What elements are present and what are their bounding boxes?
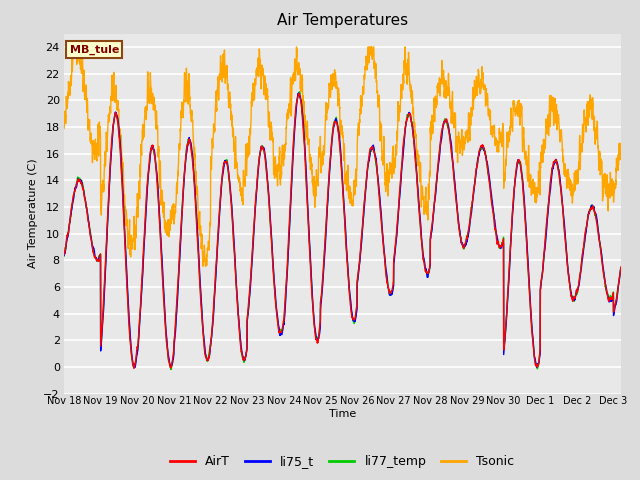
Text: MB_tule: MB_tule xyxy=(70,44,119,55)
Legend: AirT, li75_t, li77_temp, Tsonic: AirT, li75_t, li77_temp, Tsonic xyxy=(165,450,520,473)
X-axis label: Time: Time xyxy=(329,409,356,419)
Title: Air Temperatures: Air Temperatures xyxy=(277,13,408,28)
Y-axis label: Air Temperature (C): Air Temperature (C) xyxy=(28,159,38,268)
